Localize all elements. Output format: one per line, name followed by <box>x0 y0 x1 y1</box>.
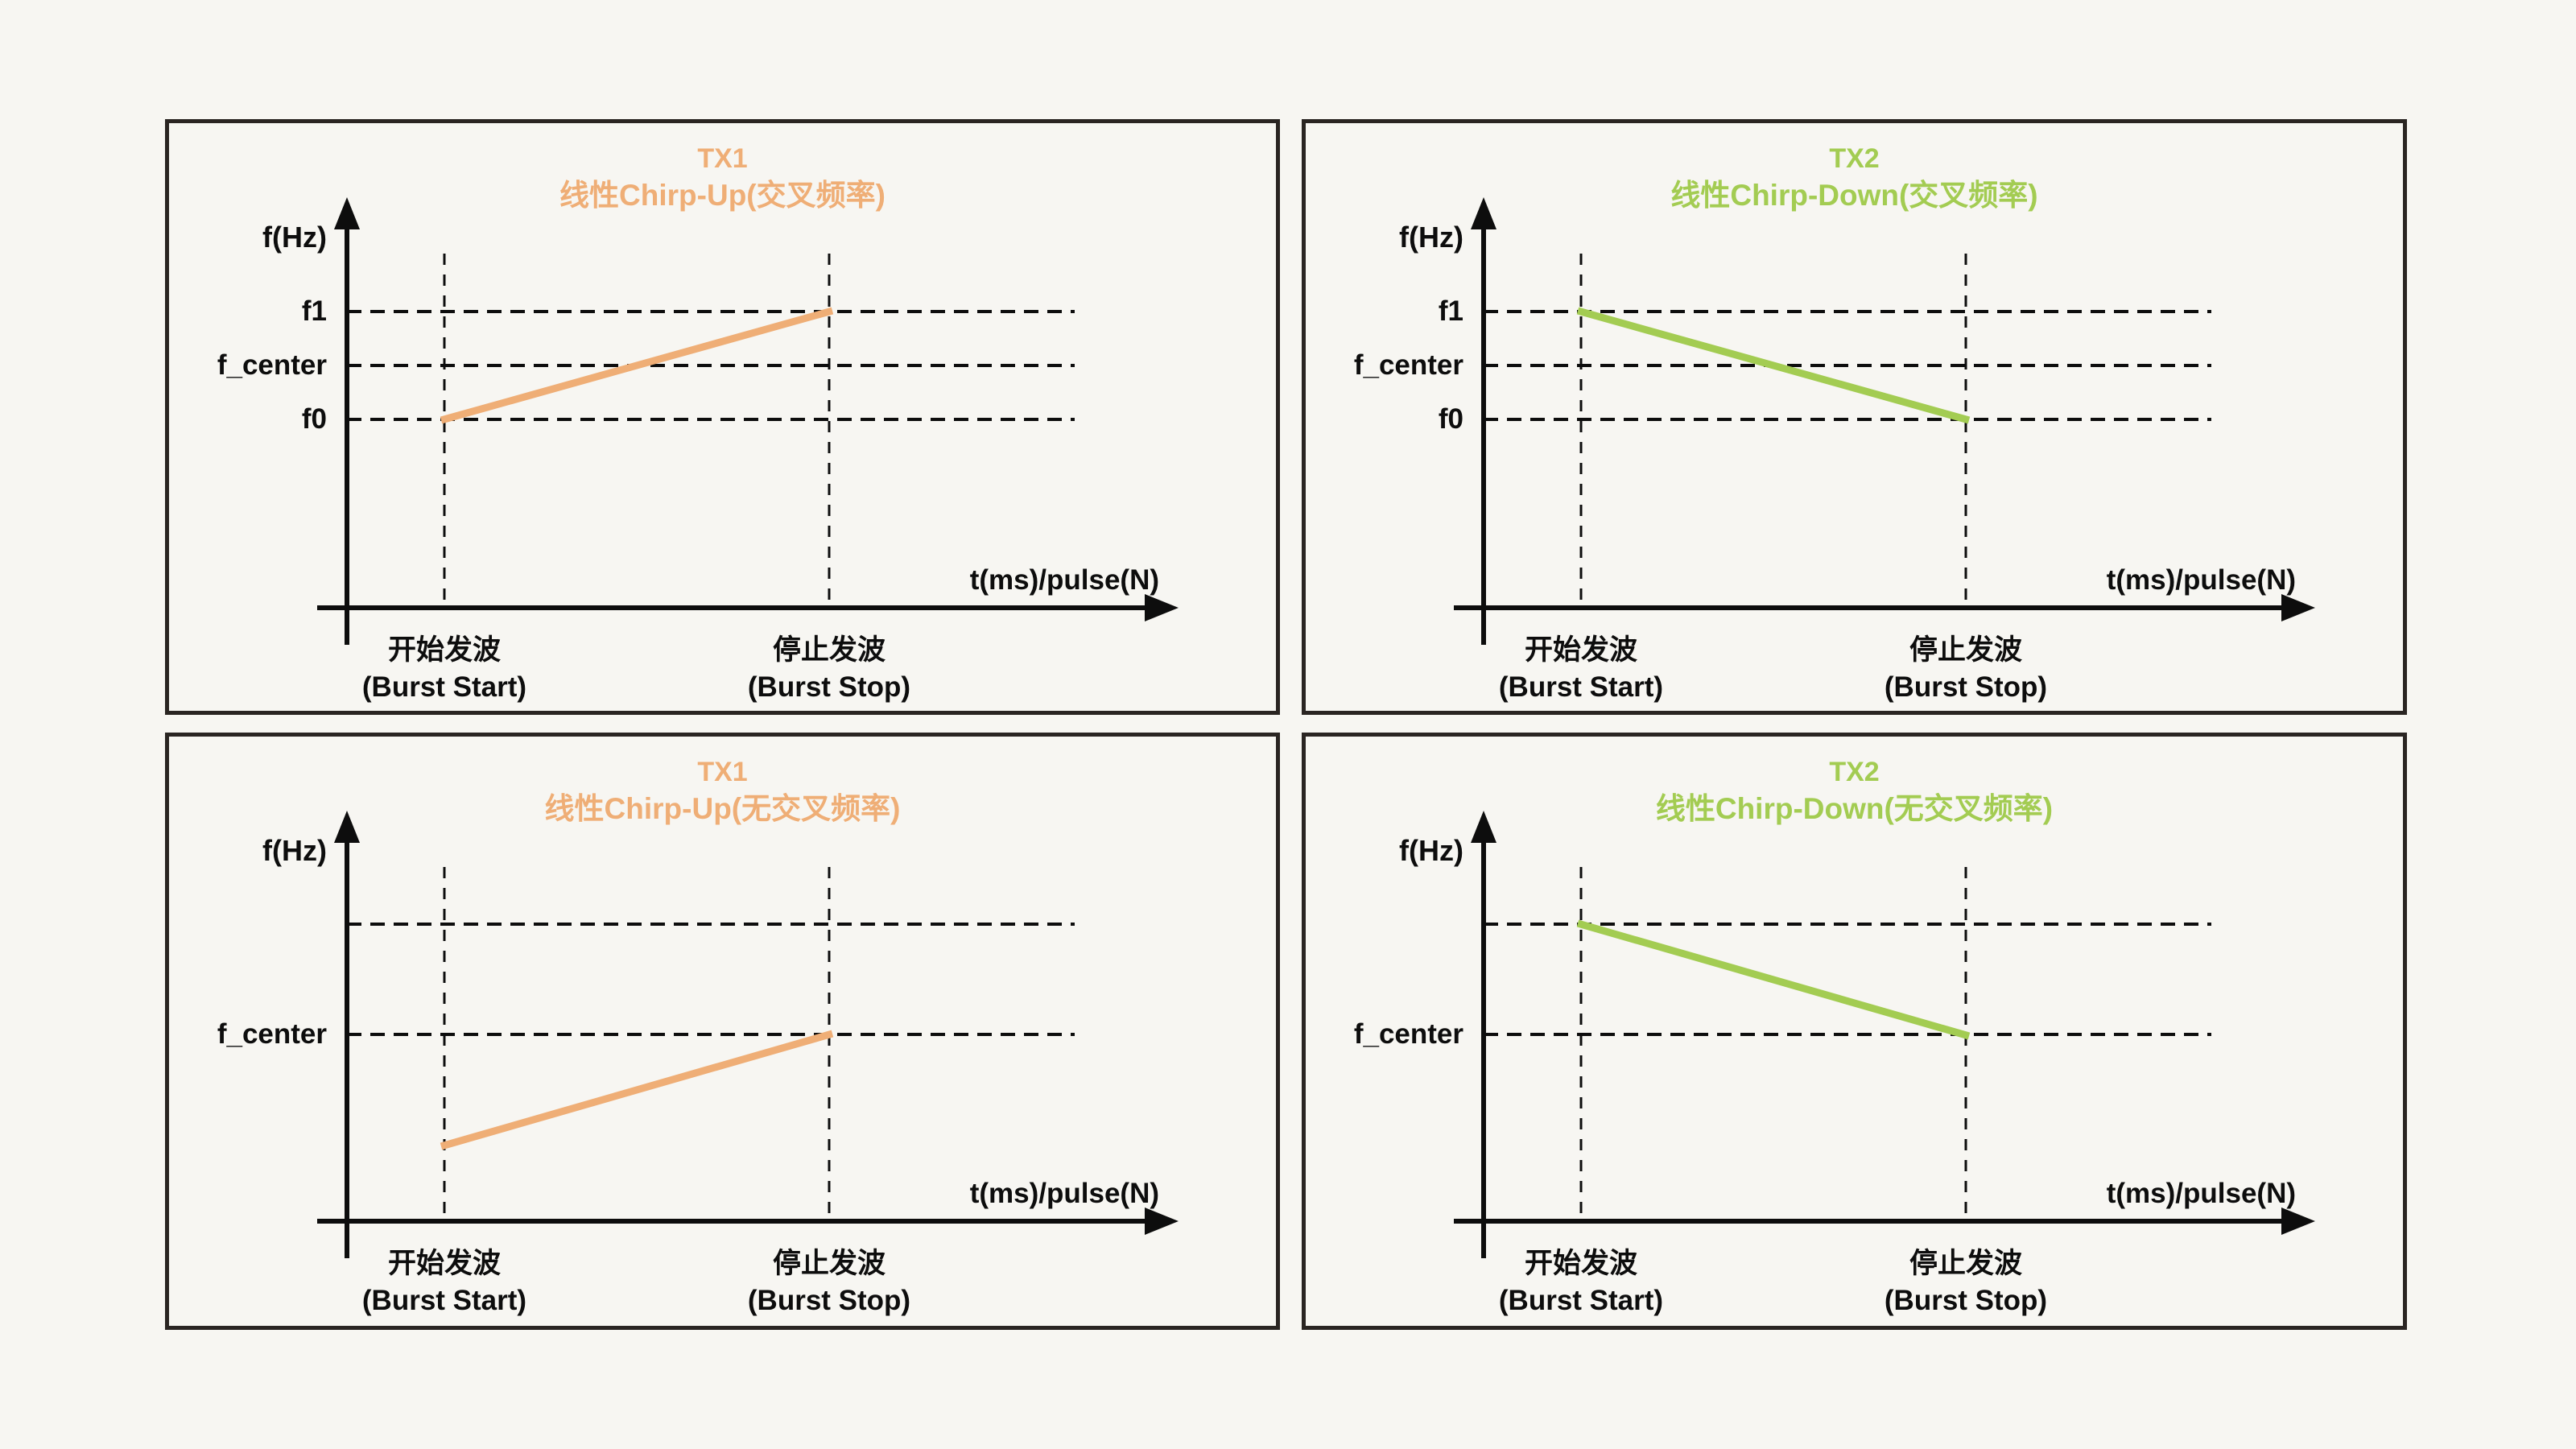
chirp-line-down <box>1576 919 1971 1040</box>
panel-subtitle: 线性Chirp-Up(无交叉频率) <box>544 792 901 825</box>
chirp-line-up <box>440 307 834 424</box>
gridline-label-fcenter: f_center <box>217 349 327 381</box>
y-axis-arrow-icon <box>334 197 360 229</box>
x-axis-arrow-icon <box>1145 594 1179 621</box>
burst-stop-label: 停止发波 (Burst Stop) <box>1797 1245 2135 1319</box>
burst-start-label: 开始发波 (Burst Start) <box>275 1245 613 1319</box>
y-axis-label: f(Hz) <box>262 834 327 867</box>
panel-title: TX2 线性Chirp-Down(交叉频率) <box>1306 141 2403 215</box>
panel-title-tx: TX1 <box>697 757 748 787</box>
burst-stop-label-en: (Burst Stop) <box>747 671 911 703</box>
x-axis-label: t(ms)/pulse(N) <box>969 1178 1159 1209</box>
burst-stop-label: 停止发波 (Burst Stop) <box>660 1245 998 1319</box>
burst-start-label-zh: 开始发波 <box>1524 1248 1637 1279</box>
burst-start-label-zh: 开始发波 <box>387 1248 501 1279</box>
y-axis-arrow-icon <box>1471 811 1496 843</box>
y-axis-label: f(Hz) <box>262 221 327 254</box>
y-axis-label: f(Hz) <box>1399 834 1463 867</box>
gridline-label-f1: f1 <box>1438 295 1463 327</box>
burst-start-label-en: (Burst Start) <box>1498 671 1664 703</box>
burst-stop-label-en: (Burst Stop) <box>747 1285 911 1316</box>
gridline-label-f0: f0 <box>1438 403 1463 435</box>
panel-title-tx: TX1 <box>697 143 748 174</box>
chirp-chart <box>1454 811 2315 1258</box>
x-axis-label: t(ms)/pulse(N) <box>969 564 1159 596</box>
gridline-label-fcenter: f_center <box>1353 349 1463 381</box>
y-axis-arrow-icon <box>334 811 360 843</box>
chirp-chart <box>317 811 1179 1258</box>
chirp-chart <box>317 197 1179 645</box>
gridline-label-fcenter: f_center <box>1353 1018 1463 1050</box>
panel-tx1-crossed: TX1 线性Chirp-Up(交叉频率) f(Hz) f1 f_center f… <box>165 119 1280 715</box>
panel-title: TX2 线性Chirp-Down(无交叉频率) <box>1306 754 2403 828</box>
x-axis-label: t(ms)/pulse(N) <box>2106 1178 2296 1209</box>
x-axis-arrow-icon <box>2281 1208 2315 1235</box>
burst-start-label: 开始发波 (Burst Start) <box>275 632 613 706</box>
burst-start-label-zh: 开始发波 <box>1524 634 1637 666</box>
burst-start-label-en: (Burst Start) <box>361 1285 527 1316</box>
burst-stop-label-zh: 停止发波 <box>772 1248 886 1279</box>
y-axis-label: f(Hz) <box>1399 221 1463 254</box>
x-axis-arrow-icon <box>1145 1208 1179 1235</box>
burst-start-label-en: (Burst Start) <box>1498 1285 1664 1316</box>
gridline-label-f0: f0 <box>301 403 327 435</box>
panel-tx2-noncrossed: TX2 线性Chirp-Down(无交叉频率) f(Hz) f_center t… <box>1302 733 2407 1330</box>
panel-subtitle: 线性Chirp-Down(无交叉频率) <box>1655 792 2054 825</box>
burst-stop-label-en: (Burst Stop) <box>1884 671 2048 703</box>
burst-start-label: 开始发波 (Burst Start) <box>1412 632 1750 706</box>
gridline-label-fcenter: f_center <box>217 1018 327 1050</box>
gridline-label-f1: f1 <box>301 295 327 327</box>
chirp-line-up <box>440 1030 834 1150</box>
chirp-chart <box>1454 197 2315 645</box>
panel-subtitle: 线性Chirp-Down(交叉频率) <box>1670 179 2038 212</box>
burst-stop-label-zh: 停止发波 <box>1909 1248 2022 1279</box>
chirp-line-down <box>1576 307 1971 424</box>
burst-stop-label-zh: 停止发波 <box>1909 634 2022 666</box>
burst-stop-label-en: (Burst Stop) <box>1884 1285 2048 1316</box>
panel-title-tx: TX2 <box>1829 143 1880 174</box>
panel-subtitle: 线性Chirp-Up(交叉频率) <box>559 179 886 212</box>
panel-title: TX1 线性Chirp-Up(交叉频率) <box>169 141 1276 215</box>
burst-start-label-en: (Burst Start) <box>361 671 527 703</box>
burst-stop-label: 停止发波 (Burst Stop) <box>660 632 998 706</box>
burst-stop-label: 停止发波 (Burst Stop) <box>1797 632 2135 706</box>
x-axis-label: t(ms)/pulse(N) <box>2106 564 2296 596</box>
burst-start-label: 开始发波 (Burst Start) <box>1412 1245 1750 1319</box>
burst-stop-label-zh: 停止发波 <box>772 634 886 666</box>
y-axis-arrow-icon <box>1471 197 1496 229</box>
panel-title-tx: TX2 <box>1829 757 1880 787</box>
panel-tx2-crossed: TX2 线性Chirp-Down(交叉频率) f(Hz) f1 f_center… <box>1302 119 2407 715</box>
burst-start-label-zh: 开始发波 <box>387 634 501 666</box>
panel-tx1-noncrossed: TX1 线性Chirp-Up(无交叉频率) f(Hz) f_center t(m… <box>165 733 1280 1330</box>
x-axis-arrow-icon <box>2281 594 2315 621</box>
panel-title: TX1 线性Chirp-Up(无交叉频率) <box>169 754 1276 828</box>
